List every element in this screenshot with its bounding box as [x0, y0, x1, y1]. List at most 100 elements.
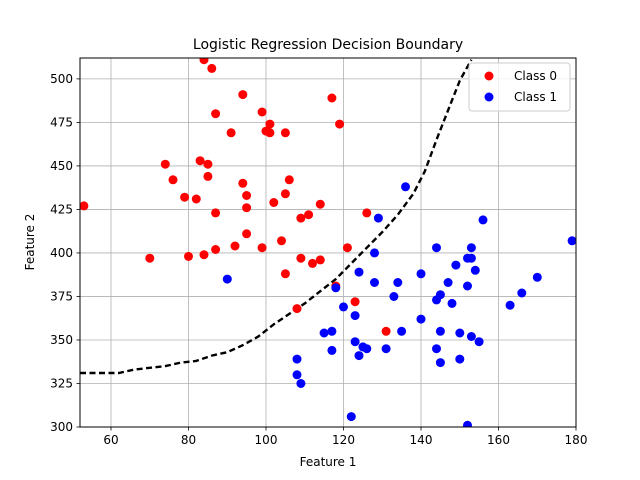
class-0-point — [168, 175, 178, 185]
class-1-point — [370, 278, 379, 287]
class-0-point — [296, 213, 306, 223]
class-0-point — [280, 269, 290, 279]
class-1-point — [455, 328, 465, 338]
class-1-point — [350, 311, 360, 321]
class-0-point — [203, 159, 213, 169]
class-1-point — [466, 243, 476, 253]
class-0-point — [145, 253, 155, 263]
y-tick-label: 325 — [50, 376, 73, 390]
class-1-point — [463, 281, 472, 291]
class-0-point — [265, 119, 275, 129]
class-0-point — [327, 93, 337, 103]
legend-marker-class-0 — [484, 71, 494, 81]
class-1-point — [292, 370, 302, 380]
x-tick-label: 180 — [565, 433, 588, 447]
class-0-point — [315, 199, 325, 209]
class-0-point — [80, 201, 89, 211]
y-tick-label: 350 — [50, 333, 73, 347]
class-1-point — [470, 265, 480, 275]
class-0-point — [242, 203, 252, 213]
class-0-point — [284, 175, 294, 185]
class-0-point — [280, 189, 290, 199]
class-0-point — [277, 236, 286, 246]
class-1-point — [370, 248, 379, 258]
class-0-point — [199, 250, 209, 260]
class-1-point — [350, 337, 360, 347]
class-0-point — [257, 107, 267, 117]
axis-ticks: 60 80 100 120 140 160 180 300 325 350 375 400 425 450… — [50, 72, 587, 447]
class-1-point — [354, 267, 364, 277]
y-tick-label: 300 — [50, 420, 73, 434]
class-1-point — [447, 298, 457, 308]
class-1-point — [435, 358, 445, 368]
class-1-point — [463, 420, 472, 427]
class-0-point — [381, 326, 391, 336]
class-1-point — [354, 351, 364, 361]
class-0-point — [238, 178, 248, 188]
class-1-point — [319, 328, 329, 338]
class-1-point — [331, 283, 341, 293]
class-0-point — [195, 156, 205, 166]
class-0-point — [308, 258, 317, 268]
class-1-point — [222, 274, 232, 284]
class-1-point — [466, 253, 476, 263]
class-1-point — [435, 290, 445, 300]
x-tick-label: 60 — [103, 433, 118, 447]
chart-title: Logistic Regression Decision Boundary — [193, 37, 463, 53]
y-tick-label: 375 — [50, 289, 73, 303]
class-1-point — [474, 337, 484, 347]
class-1-point — [416, 314, 426, 324]
class-0-point — [242, 191, 252, 200]
class-1-point — [381, 344, 391, 354]
class-1-point — [451, 260, 461, 270]
legend-marker-class-1 — [484, 92, 494, 102]
class-0-point — [269, 198, 279, 207]
class-1-point — [346, 412, 356, 422]
class-1-point — [327, 326, 337, 336]
data-points-layer — [80, 58, 576, 427]
class-1-point — [567, 236, 576, 246]
class-1-point — [455, 354, 465, 364]
class-0-point — [203, 171, 213, 181]
class-1-point — [327, 345, 337, 355]
class-0-point — [230, 241, 240, 251]
x-tick-label: 120 — [332, 433, 355, 447]
legend-label-class-0: Class 0 — [514, 69, 557, 83]
class-0-point — [335, 119, 345, 129]
class-1-point — [432, 243, 441, 253]
class-0-point — [184, 251, 193, 261]
y-tick-label: 475 — [50, 115, 73, 129]
class-0-point — [342, 243, 352, 253]
class-1-point — [505, 300, 515, 310]
class-1-point — [401, 182, 410, 192]
class-1-point — [339, 302, 348, 312]
class-1-point — [435, 326, 445, 336]
class-1-point — [393, 278, 403, 287]
class-1-point — [362, 344, 372, 354]
class-0-point — [362, 208, 372, 218]
class-0-point — [180, 192, 190, 202]
class-0-point — [211, 208, 221, 218]
class-0-point — [199, 58, 209, 65]
y-axis-title: Feature 2 — [23, 214, 37, 271]
class-0-point — [350, 297, 360, 307]
class-1-point — [389, 292, 399, 301]
y-tick-label: 500 — [50, 72, 73, 86]
class-0-point — [280, 128, 290, 138]
class-0-point — [296, 253, 306, 263]
class-0-point — [160, 159, 170, 169]
class-1-point — [373, 213, 383, 223]
class-0-point — [207, 63, 217, 73]
legend: Class 0 Class 1 — [468, 62, 571, 112]
class-1-point — [466, 332, 476, 341]
class-1-point — [432, 344, 441, 354]
class-0-point — [257, 243, 267, 253]
class-1-point — [517, 288, 527, 298]
plot-frame — [79, 57, 577, 428]
legend-label-class-1: Class 1 — [514, 90, 557, 104]
class-0-point — [211, 109, 221, 119]
class-1-point — [478, 215, 488, 225]
x-axis-title: Feature 1 — [300, 455, 357, 469]
class-1-point — [416, 269, 426, 279]
